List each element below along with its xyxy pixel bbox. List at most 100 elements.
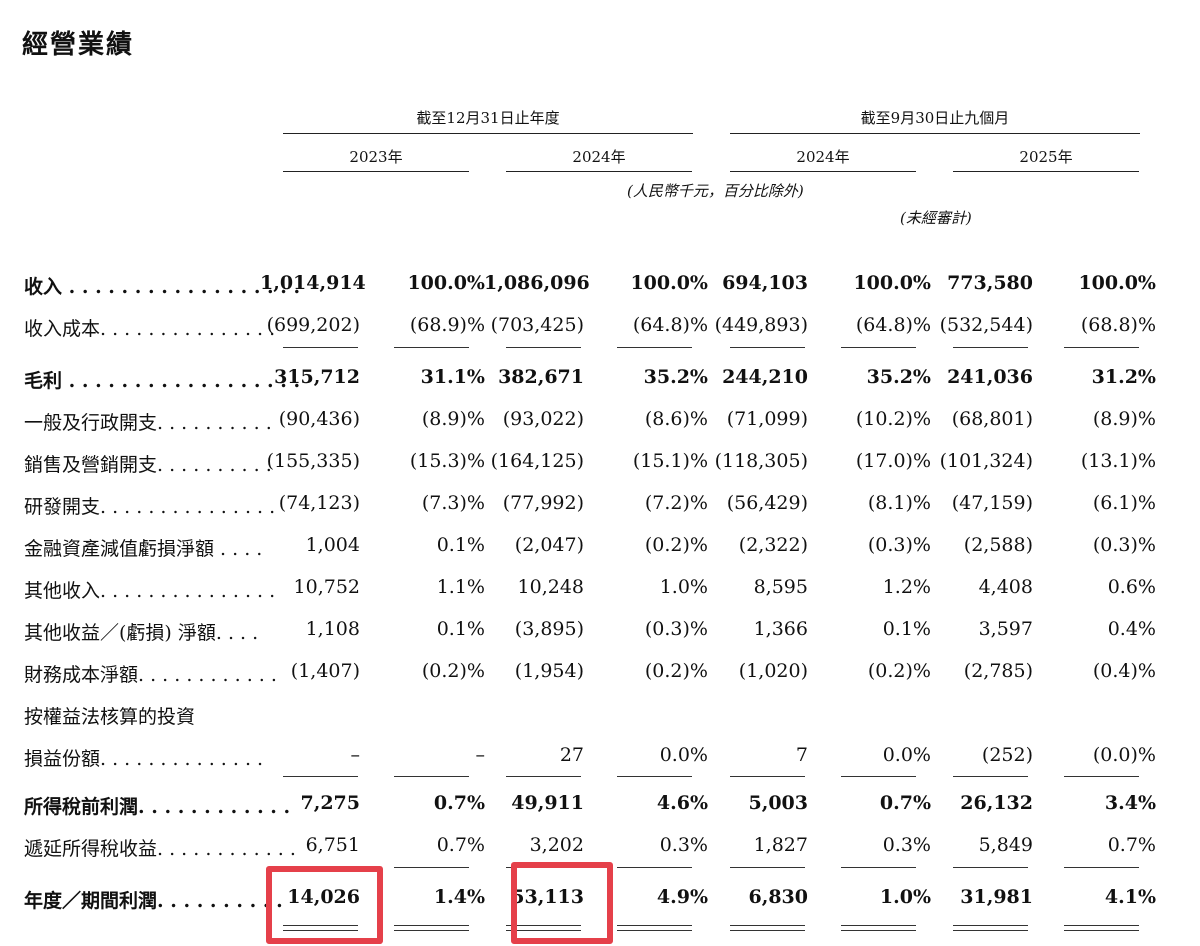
group-rule-annual xyxy=(283,133,693,134)
double-underline xyxy=(841,925,916,931)
table-cell: (699,202) xyxy=(266,314,360,336)
table-cell: 1.4% xyxy=(433,886,485,908)
table-cell: 1,086,096 xyxy=(484,272,590,294)
row-label: 遞延所得稅收益. . . . . . . . . . . . xyxy=(24,838,296,860)
double-underline xyxy=(953,925,1028,931)
single-underline xyxy=(617,347,692,348)
row-label: 其他收入. . . . . . . . . . . . . . . xyxy=(24,580,276,602)
single-underline xyxy=(841,776,916,777)
table-cell: 0.7% xyxy=(436,834,485,856)
table-cell: (7.2)% xyxy=(644,492,708,514)
table-cell: (93,022) xyxy=(502,408,584,430)
row-label: 年度／期間利潤. . . . . . . . . . xyxy=(24,890,283,912)
single-underline xyxy=(617,867,692,868)
single-underline xyxy=(394,776,469,777)
single-underline xyxy=(730,347,805,348)
table-cell: 1,366 xyxy=(753,618,808,640)
single-underline xyxy=(506,347,581,348)
table-cell: (15.1)% xyxy=(632,450,708,472)
year-header: 2025年 xyxy=(1019,148,1073,166)
table-cell: 10,752 xyxy=(293,576,360,598)
table-cell: 31.2% xyxy=(1091,366,1156,388)
table-cell: (0.2)% xyxy=(867,660,931,682)
table-cell: (2,322) xyxy=(738,534,808,556)
table-cell: (0.0)% xyxy=(1092,744,1156,766)
table-cell: 1.0% xyxy=(879,886,931,908)
table-cell: – xyxy=(350,744,361,766)
single-underline xyxy=(953,347,1028,348)
single-underline xyxy=(283,776,358,777)
row-label: 收入 . . . . . . . . . . . . . . . . . . xyxy=(24,276,301,298)
table-cell: 241,036 xyxy=(947,366,1033,388)
table-cell: 4,408 xyxy=(978,576,1033,598)
table-cell: (532,544) xyxy=(939,314,1033,336)
single-underline xyxy=(730,867,805,868)
double-underline xyxy=(730,925,805,931)
table-cell: 100.0% xyxy=(853,272,931,294)
table-cell: 3,202 xyxy=(529,834,584,856)
table-cell: (3,895) xyxy=(514,618,584,640)
table-cell: 1.2% xyxy=(882,576,931,598)
table-cell: (8.6)% xyxy=(644,408,708,430)
row-label: 毛利 . . . . . . . . . . . . . . . . . . xyxy=(24,370,301,392)
table-cell: 3.4% xyxy=(1104,792,1156,814)
table-cell: (64.8)% xyxy=(855,314,931,336)
table-cell: 244,210 xyxy=(722,366,808,388)
table-cell: (703,425) xyxy=(490,314,584,336)
table-cell: (252) xyxy=(981,744,1033,766)
table-cell: 7,275 xyxy=(300,792,361,814)
table-cell: 7 xyxy=(795,744,808,766)
table-cell: 0.3% xyxy=(882,834,931,856)
table-cell: 4.1% xyxy=(1104,886,1156,908)
table-cell: (74,123) xyxy=(278,492,360,514)
highlight-box xyxy=(511,862,613,944)
year-rule xyxy=(506,171,692,172)
table-cell: (0.3)% xyxy=(1092,534,1156,556)
row-label: 損益份額. . . . . . . . . . . . . . xyxy=(24,748,264,770)
table-cell: 26,132 xyxy=(960,792,1033,814)
single-underline xyxy=(730,776,805,777)
year-rule xyxy=(730,171,916,172)
table-cell: (101,324) xyxy=(939,450,1033,472)
single-underline xyxy=(1064,347,1139,348)
table-cell: 5,849 xyxy=(978,834,1033,856)
table-cell: 27 xyxy=(559,744,584,766)
table-cell: 6,830 xyxy=(748,886,809,908)
row-label: 金融資產減值虧損淨額 . . . . xyxy=(24,538,263,560)
table-cell: 0.3% xyxy=(659,834,708,856)
single-underline xyxy=(953,867,1028,868)
table-cell: (1,407) xyxy=(290,660,360,682)
table-cell: 0.0% xyxy=(882,744,931,766)
table-cell: 315,712 xyxy=(274,366,360,388)
table-cell: 0.0% xyxy=(659,744,708,766)
table-cell: 5,003 xyxy=(748,792,809,814)
table-cell: (77,992) xyxy=(502,492,584,514)
table-cell: 100.0% xyxy=(1078,272,1156,294)
table-cell: 694,103 xyxy=(722,272,808,294)
single-underline xyxy=(394,867,469,868)
year-header: 2024年 xyxy=(796,148,850,166)
single-underline xyxy=(1064,776,1139,777)
currency-note: (人民幣千元，百分比除外) xyxy=(627,182,804,200)
table-cell: (1,954) xyxy=(514,660,584,682)
double-underline xyxy=(283,925,358,931)
table-cell: 3,597 xyxy=(978,618,1033,640)
double-underline xyxy=(506,925,581,931)
single-underline xyxy=(841,347,916,348)
table-cell: 31,981 xyxy=(960,886,1033,908)
table-cell: 14,026 xyxy=(287,886,360,908)
table-cell: (118,305) xyxy=(714,450,808,472)
table-cell: (0.4)% xyxy=(1092,660,1156,682)
year-header: 2024年 xyxy=(572,148,626,166)
single-underline xyxy=(506,776,581,777)
table-cell: – xyxy=(475,744,486,766)
table-cell: 4.9% xyxy=(656,886,708,908)
row-label: 銷售及營銷開支. . . . . . . . . . xyxy=(24,454,272,476)
table-cell: (0.2)% xyxy=(644,660,708,682)
table-cell: 0.7% xyxy=(1107,834,1156,856)
table-cell: (0.3)% xyxy=(867,534,931,556)
year-rule xyxy=(953,171,1139,172)
table-cell: (64.8)% xyxy=(632,314,708,336)
table-cell: (8.1)% xyxy=(867,492,931,514)
double-underline xyxy=(1064,925,1139,931)
